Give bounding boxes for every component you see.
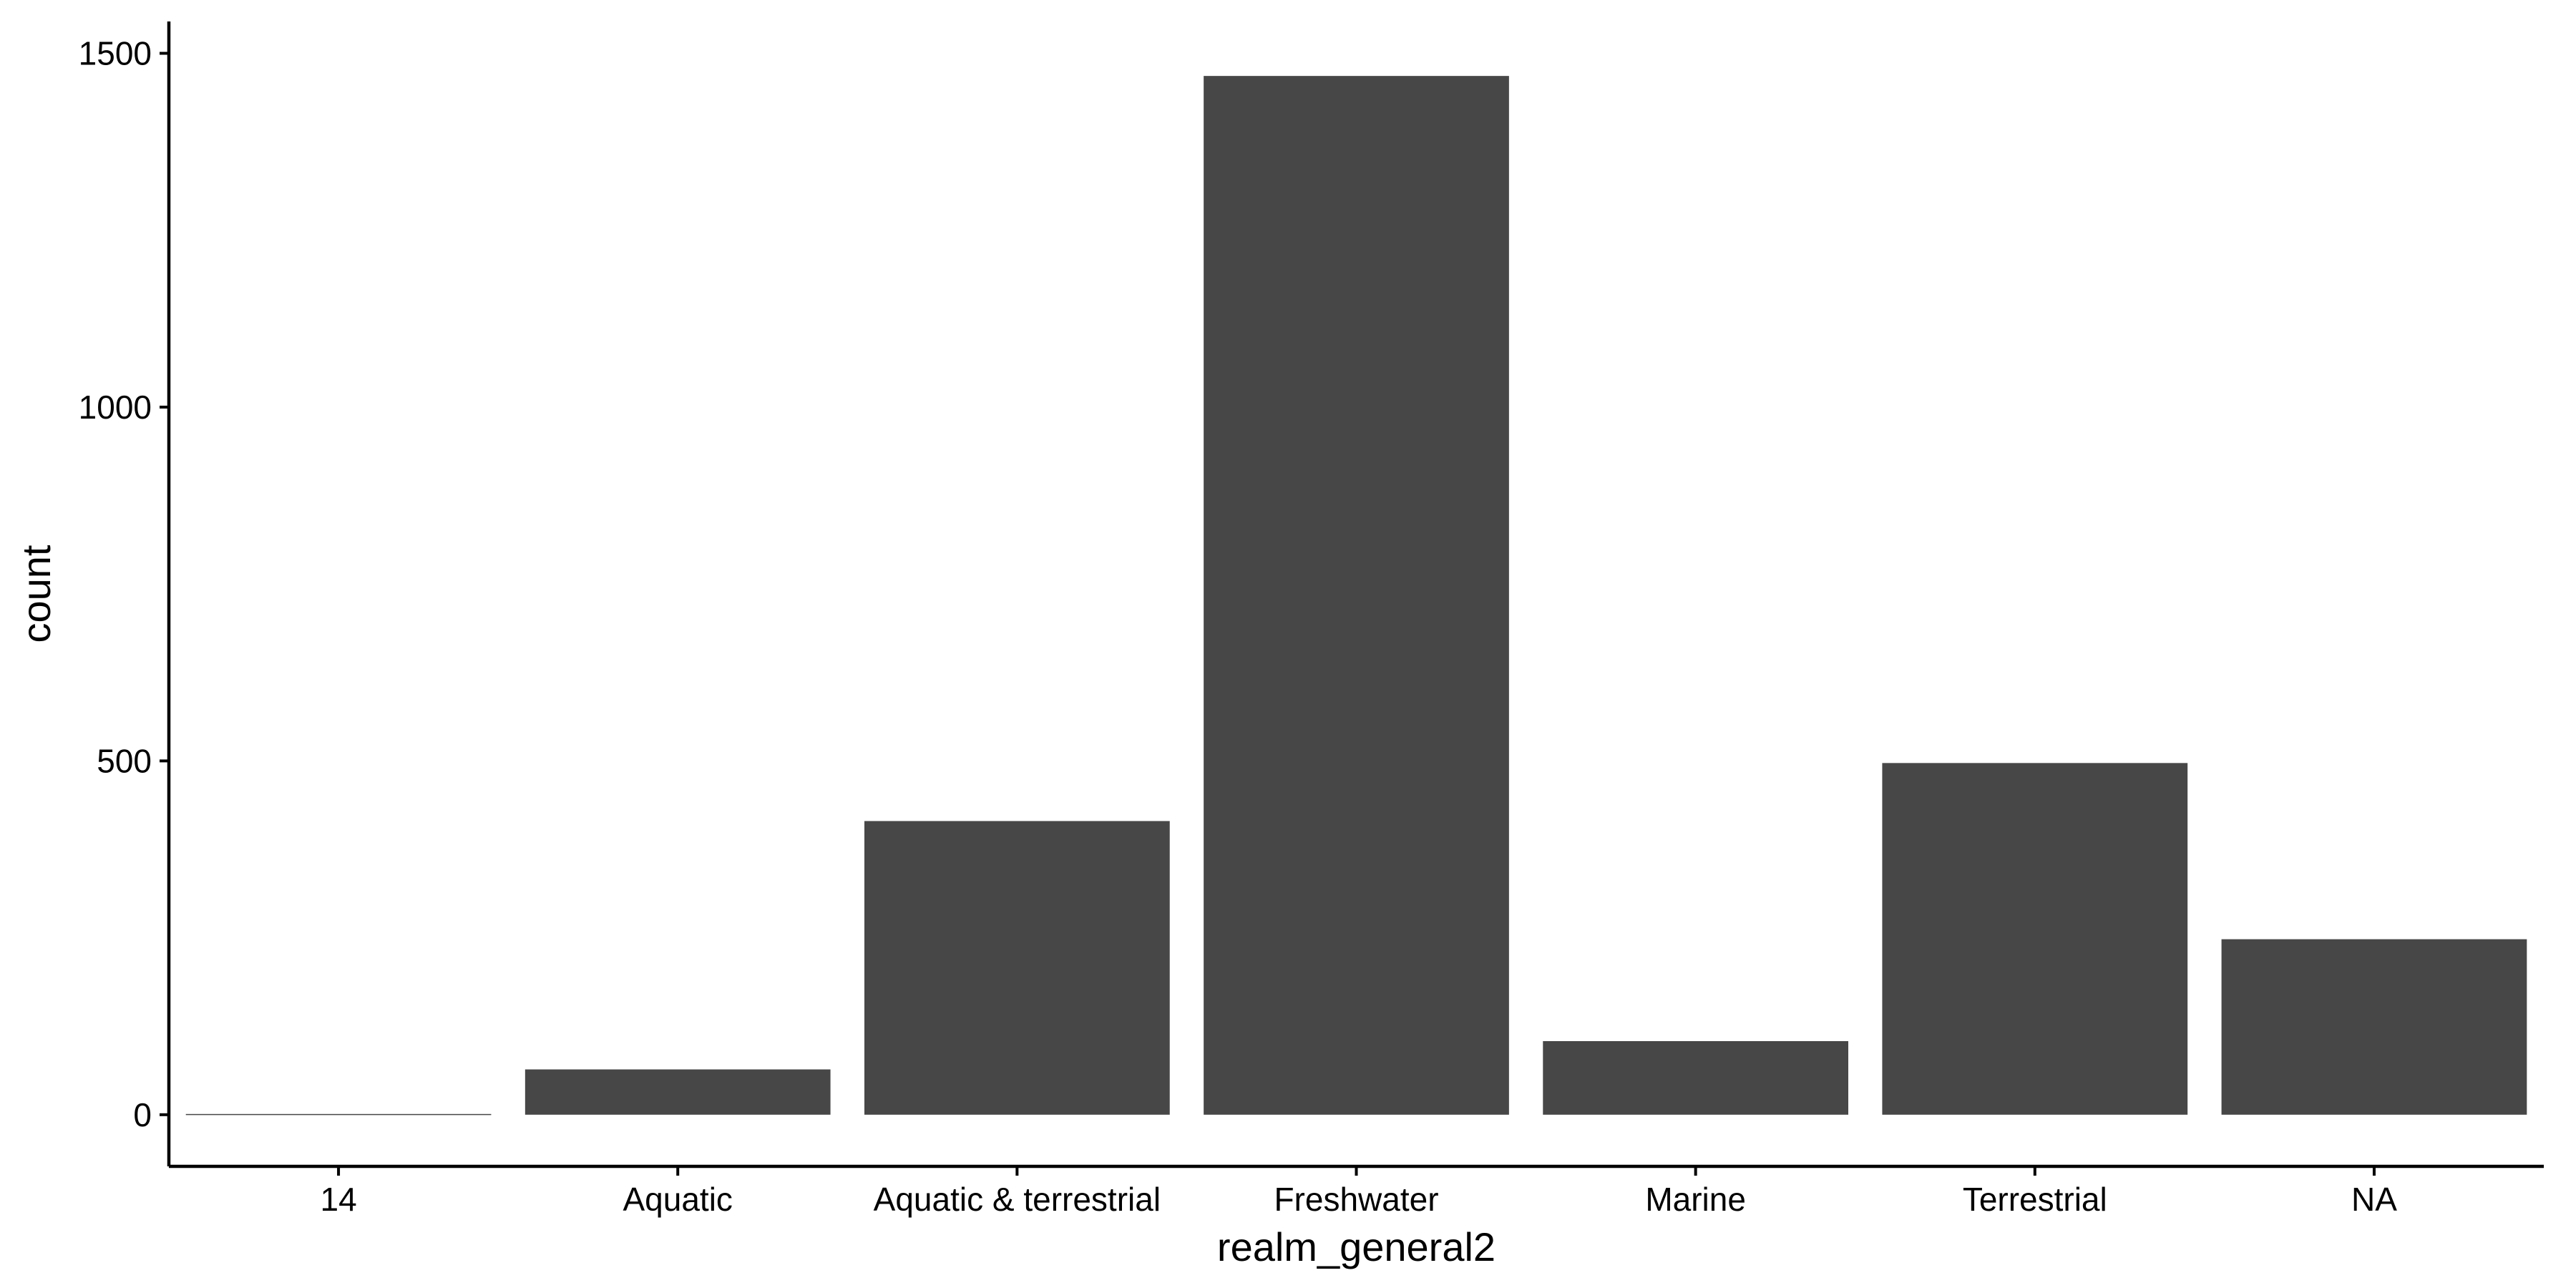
x-tick-label: Aquatic & terrestrial [874,1181,1161,1218]
bar-na [2221,939,2527,1115]
x-axis-title: realm_general2 [1217,1224,1496,1269]
y-tick-label: 500 [97,742,152,779]
x-tick-label: Marine [1645,1181,1746,1218]
x-tick-label: Aquatic [623,1181,732,1218]
bar-marine [1543,1040,1849,1115]
y-tick-label: 0 [133,1096,152,1133]
y-tick-label: 1500 [79,34,152,72]
bar-aquatic-terrestrial [864,821,1170,1115]
x-tick-label: 14 [320,1181,356,1218]
x-axis-ticks: 14 Aquatic Aquatic & terrestrial Freshwater… [320,1166,2397,1218]
bars [185,76,2527,1116]
y-axis-title: count [14,545,59,643]
y-tick-label: 1000 [79,389,152,426]
bar-freshwater [1204,76,1509,1115]
x-tick-label: NA [2351,1181,2397,1218]
bar-aquatic [525,1069,831,1115]
bar-terrestrial [1882,763,2188,1115]
y-axis-ticks: 0 500 1000 1500 [79,34,169,1133]
x-tick-label: Terrestrial [1963,1181,2107,1218]
x-tick-label: Freshwater [1274,1181,1438,1218]
bar-14 [185,1113,492,1116]
